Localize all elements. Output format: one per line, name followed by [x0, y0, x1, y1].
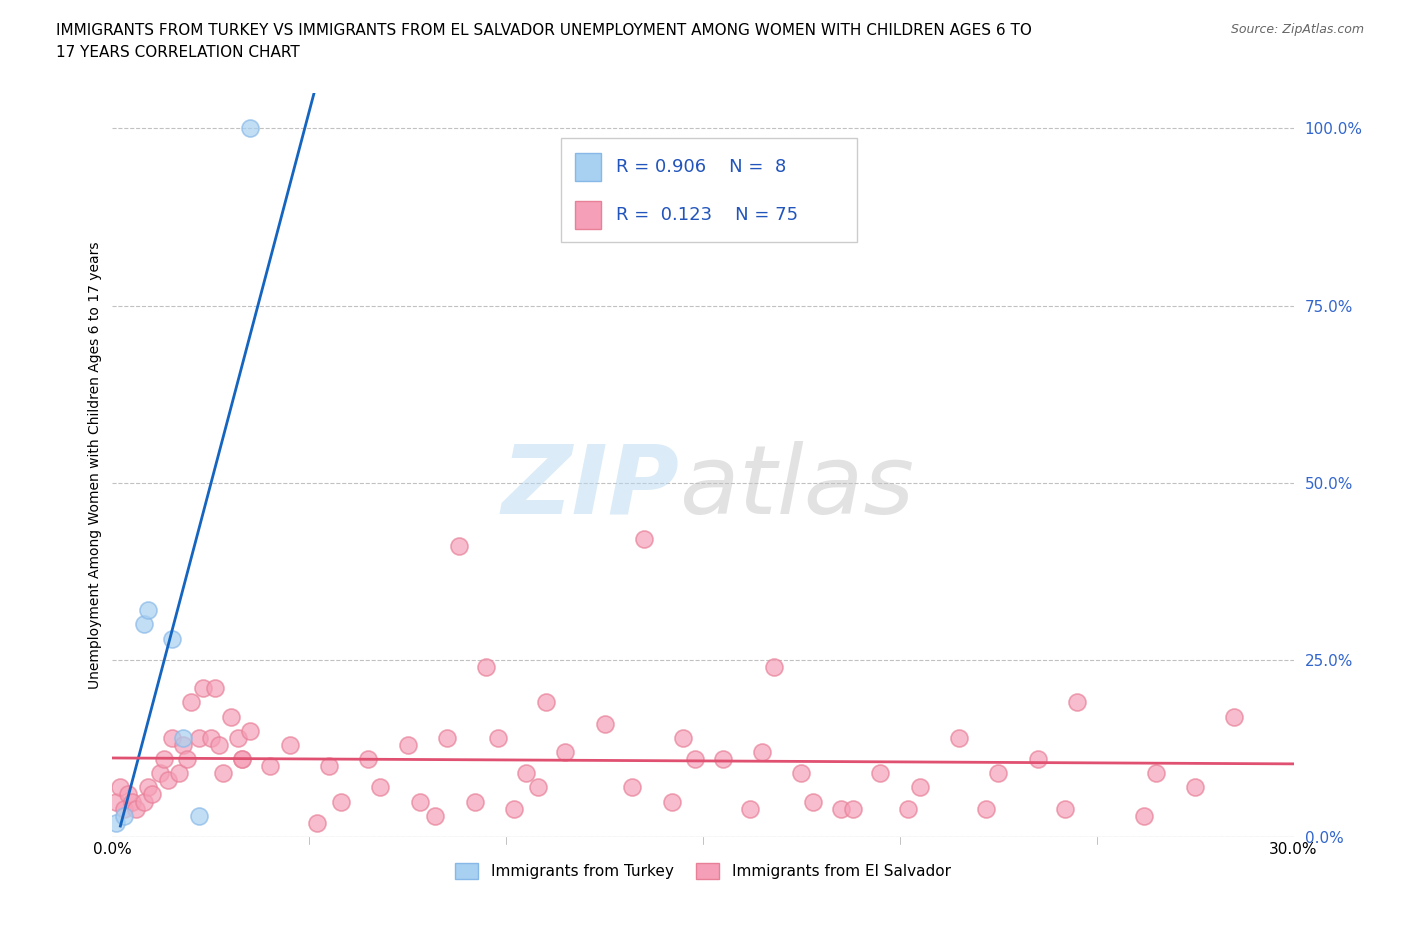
Point — [790, 765, 813, 780]
Point — [633, 532, 655, 547]
Point — [156, 773, 179, 788]
Point — [176, 751, 198, 766]
Point — [132, 617, 155, 631]
Point — [368, 780, 391, 795]
Point — [408, 794, 430, 809]
Point — [661, 794, 683, 809]
Point — [136, 603, 159, 618]
Point — [136, 780, 159, 795]
Point — [897, 802, 920, 817]
Point — [105, 794, 128, 809]
Point — [110, 780, 132, 795]
Point — [188, 730, 211, 745]
Point — [259, 759, 281, 774]
Point — [526, 780, 548, 795]
Point — [534, 695, 557, 710]
Bar — [561, 138, 856, 242]
Point — [112, 802, 135, 817]
Point — [239, 121, 262, 136]
Text: Source: ZipAtlas.com: Source: ZipAtlas.com — [1230, 23, 1364, 36]
Point — [841, 802, 863, 817]
Point — [1133, 808, 1156, 823]
Point — [425, 808, 447, 823]
Point — [621, 780, 644, 795]
Point — [464, 794, 486, 809]
Point — [208, 737, 231, 752]
Point — [169, 765, 191, 780]
Point — [1184, 780, 1206, 795]
Point — [132, 794, 155, 809]
Point — [486, 730, 509, 745]
Point — [125, 802, 148, 817]
Point — [112, 808, 135, 823]
Point — [1144, 765, 1167, 780]
Point — [172, 737, 194, 752]
Bar — [575, 201, 602, 230]
Point — [948, 730, 970, 745]
Point — [307, 816, 329, 830]
Point — [683, 751, 706, 766]
Text: R = 0.906    N =  8: R = 0.906 N = 8 — [616, 158, 786, 177]
Point — [436, 730, 458, 745]
Text: 17 YEARS CORRELATION CHART: 17 YEARS CORRELATION CHART — [56, 45, 299, 60]
Point — [160, 730, 183, 745]
Point — [121, 794, 143, 809]
Text: R =  0.123    N = 75: R = 0.123 N = 75 — [616, 206, 797, 224]
Text: atlas: atlas — [679, 441, 914, 534]
Point — [231, 751, 253, 766]
Point — [149, 765, 172, 780]
Text: ZIP: ZIP — [502, 441, 679, 534]
Point — [593, 716, 616, 731]
Point — [740, 802, 762, 817]
Point — [231, 751, 253, 766]
Point — [801, 794, 824, 809]
Point — [1066, 695, 1088, 710]
Text: IMMIGRANTS FROM TURKEY VS IMMIGRANTS FROM EL SALVADOR UNEMPLOYMENT AMONG WOMEN W: IMMIGRANTS FROM TURKEY VS IMMIGRANTS FRO… — [56, 23, 1032, 38]
Point — [1054, 802, 1077, 817]
Point — [211, 765, 233, 780]
Point — [180, 695, 202, 710]
Point — [762, 659, 785, 674]
Point — [672, 730, 695, 745]
Point — [152, 751, 174, 766]
Point — [117, 787, 139, 802]
Point — [503, 802, 526, 817]
Point — [908, 780, 931, 795]
Point — [554, 745, 576, 760]
Point — [1026, 751, 1049, 766]
Point — [711, 751, 734, 766]
Y-axis label: Unemployment Among Women with Children Ages 6 to 17 years: Unemployment Among Women with Children A… — [89, 241, 103, 689]
Point — [475, 659, 498, 674]
Point — [204, 681, 226, 696]
Point — [318, 759, 340, 774]
Point — [228, 730, 250, 745]
Point — [278, 737, 301, 752]
Point — [172, 730, 194, 745]
Bar — [575, 153, 602, 181]
Point — [515, 765, 537, 780]
Point — [869, 765, 891, 780]
Point — [329, 794, 352, 809]
Point — [1223, 709, 1246, 724]
Point — [830, 802, 852, 817]
Point — [447, 539, 470, 554]
Point — [191, 681, 214, 696]
Point — [160, 631, 183, 646]
Point — [751, 745, 773, 760]
Point — [987, 765, 1010, 780]
Point — [239, 724, 262, 738]
Point — [219, 709, 242, 724]
Point — [105, 816, 128, 830]
Point — [976, 802, 998, 817]
Point — [396, 737, 419, 752]
Point — [357, 751, 380, 766]
Point — [188, 808, 211, 823]
Point — [141, 787, 163, 802]
Point — [200, 730, 222, 745]
Legend: Immigrants from Turkey, Immigrants from El Salvador: Immigrants from Turkey, Immigrants from … — [450, 857, 956, 885]
